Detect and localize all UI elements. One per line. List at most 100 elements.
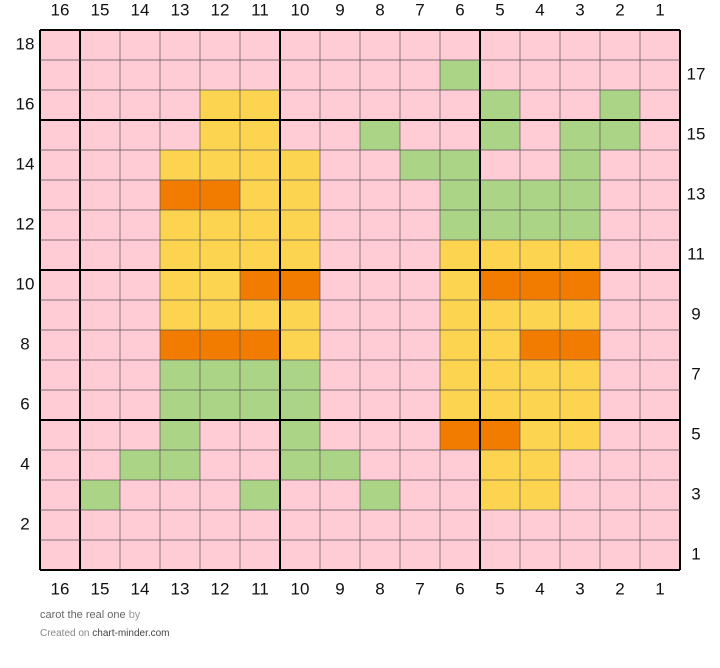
- cell: [480, 210, 520, 240]
- row-label: 15: [687, 124, 706, 143]
- cell: [120, 450, 160, 480]
- cell: [280, 300, 320, 330]
- cell: [600, 180, 640, 210]
- cell: [480, 330, 520, 360]
- cell: [200, 150, 240, 180]
- cell: [520, 90, 560, 120]
- cell: [160, 210, 200, 240]
- cell: [520, 300, 560, 330]
- column-label: 7: [415, 0, 424, 19]
- cell: [40, 450, 80, 480]
- cell: [40, 240, 80, 270]
- cell: [80, 360, 120, 390]
- cell: [320, 210, 360, 240]
- cell: [520, 480, 560, 510]
- cell: [600, 540, 640, 570]
- cell: [280, 360, 320, 390]
- cell: [280, 150, 320, 180]
- cell: [160, 240, 200, 270]
- cell: [80, 120, 120, 150]
- cell: [200, 330, 240, 360]
- cell: [600, 120, 640, 150]
- cell: [200, 270, 240, 300]
- cell: [160, 420, 200, 450]
- cell: [320, 300, 360, 330]
- cell: [80, 330, 120, 360]
- cell: [280, 90, 320, 120]
- column-label: 16: [51, 0, 70, 19]
- cell: [280, 180, 320, 210]
- cell: [600, 390, 640, 420]
- cell: [480, 300, 520, 330]
- cell: [520, 120, 560, 150]
- cell: [40, 390, 80, 420]
- cell: [80, 540, 120, 570]
- cell: [320, 480, 360, 510]
- cell: [80, 480, 120, 510]
- cell: [440, 60, 480, 90]
- cell: [280, 60, 320, 90]
- cell: [640, 300, 680, 330]
- column-label: 9: [335, 0, 344, 19]
- row-label: 14: [16, 154, 35, 173]
- cell: [480, 180, 520, 210]
- row-label: 16: [16, 94, 35, 113]
- cell: [640, 210, 680, 240]
- cell: [240, 510, 280, 540]
- cells: [40, 30, 680, 570]
- cell: [600, 90, 640, 120]
- cell: [240, 150, 280, 180]
- cell: [120, 240, 160, 270]
- cell: [640, 180, 680, 210]
- cell: [40, 360, 80, 390]
- cell: [560, 420, 600, 450]
- cell: [40, 510, 80, 540]
- column-label: 12: [211, 0, 230, 19]
- cell: [440, 30, 480, 60]
- row-label: 13: [687, 184, 706, 203]
- cell: [120, 120, 160, 150]
- cell: [280, 450, 320, 480]
- cell: [520, 240, 560, 270]
- cell: [440, 390, 480, 420]
- cell: [360, 150, 400, 180]
- cell: [520, 540, 560, 570]
- pattern-title: carot the real one by: [40, 609, 141, 621]
- cell: [400, 120, 440, 150]
- cell: [80, 210, 120, 240]
- column-label: 8: [375, 0, 384, 19]
- cell: [160, 450, 200, 480]
- column-label: 6: [455, 579, 464, 598]
- row-label: 12: [16, 214, 35, 233]
- cell: [440, 510, 480, 540]
- cell: [160, 180, 200, 210]
- cell: [560, 480, 600, 510]
- cell: [120, 300, 160, 330]
- cell: [280, 540, 320, 570]
- cell: [320, 360, 360, 390]
- cell: [640, 90, 680, 120]
- row-label: 2: [20, 514, 29, 533]
- cell: [200, 510, 240, 540]
- cell: [80, 180, 120, 210]
- column-label: 14: [131, 579, 150, 598]
- cell: [400, 30, 440, 60]
- cell: [40, 210, 80, 240]
- cell: [200, 540, 240, 570]
- cell: [440, 450, 480, 480]
- cell: [400, 180, 440, 210]
- column-label: 3: [575, 579, 584, 598]
- cell: [120, 180, 160, 210]
- cell: [600, 150, 640, 180]
- row-label: 3: [691, 484, 700, 503]
- cell: [160, 60, 200, 90]
- cell: [280, 330, 320, 360]
- cell: [560, 270, 600, 300]
- cell: [200, 90, 240, 120]
- cell: [160, 390, 200, 420]
- cell: [400, 300, 440, 330]
- cell: [280, 480, 320, 510]
- cell: [40, 480, 80, 510]
- cell: [240, 420, 280, 450]
- column-label: 11: [251, 579, 269, 598]
